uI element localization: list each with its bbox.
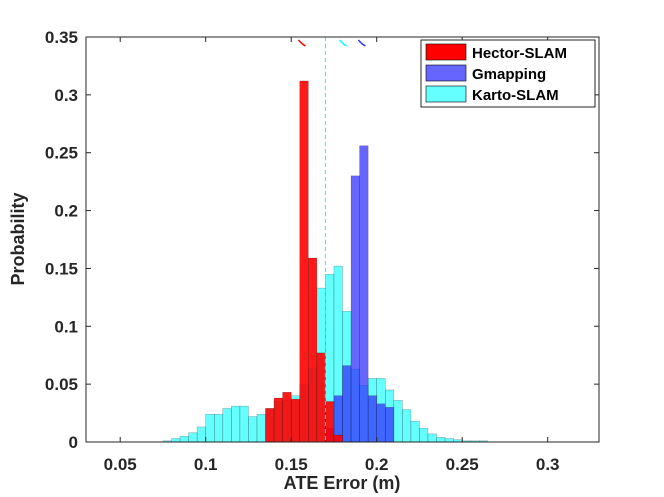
legend-label-gmapping: Gmapping [472,66,546,83]
bar-karto-slam-30 [419,427,429,443]
x-axis-label: ATE Error (m) [284,473,401,493]
bar-karto-slam-7 [222,408,232,443]
legend-swatch-gmapping [425,64,467,82]
bar-gmapping-4 [359,145,369,443]
bar-gmapping-7 [385,407,395,443]
x-tick-label-0: 0.05 [104,455,137,474]
y-tick-label-0: 0 [69,433,78,452]
bar-karto-slam-28 [402,409,412,443]
bar-hector-slam-5 [308,257,318,443]
top-markers-layer [297,39,366,47]
bar-karto-slam-27 [393,400,403,443]
bar-karto-slam-5 [205,413,215,443]
bar-karto-slam-8 [231,405,241,443]
legend-label-karto-slam: Karto-SLAM [472,87,559,104]
y-tick-label-4: 0.2 [54,202,78,221]
legend-swatch-karto-slam [425,85,467,103]
y-tick-label-2: 0.1 [54,317,78,336]
top-marker-hector-slam [297,39,306,47]
legend: Hector-SLAM Gmapping Karto-SLAM [420,39,596,108]
x-tick-label-3: 0.2 [365,455,389,474]
legend-label-hector-slam: Hector-SLAM [472,45,567,62]
y-tick-label-7: 0.35 [45,28,78,47]
top-marker-gmapping [357,39,366,47]
x-tick-label-4: 0.25 [446,455,479,474]
bar-karto-slam-9 [239,405,249,443]
bar-karto-slam-10 [248,416,258,443]
bar-karto-slam-4 [196,426,206,443]
y-tick-label-6: 0.3 [54,86,78,105]
bar-gmapping-5 [367,395,377,443]
bar-karto-slam-33 [444,438,454,443]
series-hector-slam [265,80,343,443]
bar-karto-slam-1 [171,438,181,443]
legend-swatch-hector-slam [425,43,467,61]
y-tick-label-5: 0.25 [45,144,78,163]
y-axis-ticks: 0 0.05 0.1 0.15 0.2 0.25 0.3 0.35 [45,28,599,452]
bar-karto-slam-11 [256,413,266,443]
bar-gmapping-2 [342,365,352,443]
bar-gmapping-3 [350,175,360,443]
bar-hector-slam-7 [325,401,335,443]
y-axis-label: Probability [8,192,28,285]
plot-frame [85,36,600,443]
bar-hector-slam-6 [316,352,326,443]
y-tick-label-1: 0.05 [45,375,78,394]
bar-hector-slam-3 [290,398,301,443]
top-marker-karto-slam [338,39,347,47]
bar-hector-slam-2 [282,391,292,443]
bar-karto-slam-3 [188,432,198,443]
bar-gmapping-6 [376,403,386,443]
y-tick-label-3: 0.15 [45,259,78,278]
bar-karto-slam-29 [410,420,420,443]
bar-karto-slam-31 [427,433,437,443]
x-tick-label-1: 0.1 [194,455,218,474]
bar-karto-slam-6 [214,413,224,443]
x-tick-label-2: 0.15 [275,455,308,474]
bar-hector-slam-0 [265,408,275,443]
bar-hector-slam-8 [333,434,343,443]
bar-hector-slam-4 [299,80,309,443]
bar-hector-slam-1 [273,397,283,443]
bar-karto-slam-32 [436,437,446,443]
x-tick-label-5: 0.3 [536,455,560,474]
bar-karto-slam-2 [179,435,189,443]
